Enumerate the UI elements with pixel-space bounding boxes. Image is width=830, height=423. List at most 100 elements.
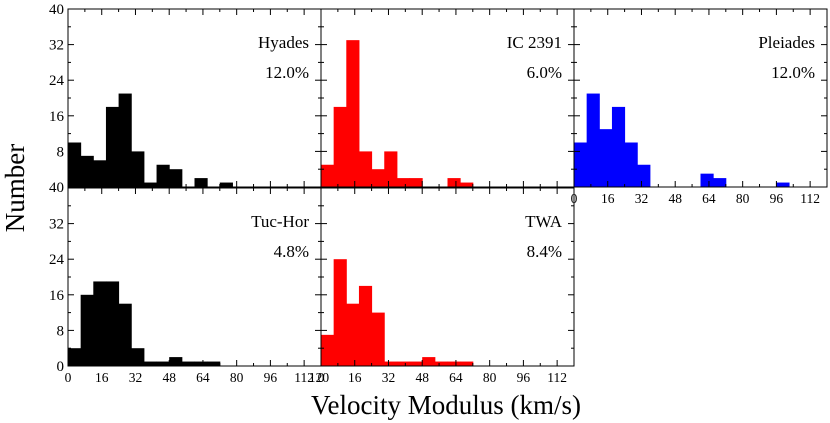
bar [321,164,335,187]
bar [447,178,461,187]
x-tick-label: 0 [318,370,325,385]
bar [713,178,727,187]
y-tick-label: 32 [49,38,64,54]
x-tick-label: 0 [65,370,72,385]
y-axis-title: Number [0,144,30,232]
bar [194,361,208,366]
y-tick-label: 16 [49,288,65,304]
bar [118,303,132,366]
bar [80,294,94,366]
bar [599,129,613,187]
x-tick-label-end: 120 [309,370,330,385]
bar [460,361,474,366]
bar [68,142,82,187]
panel-percent-label: 8.4% [527,242,562,261]
x-tick-label: 80 [483,370,497,385]
bar [156,164,170,187]
bar [574,142,588,187]
bar [131,151,145,187]
bar [80,155,94,187]
bar [624,142,638,187]
bar [333,259,347,366]
bar [409,361,423,366]
bar [207,361,221,366]
panel-name-label: Pleiades [758,33,815,52]
bar [396,361,411,366]
panel-percent-label: 12.0% [771,63,815,82]
panel-percent-label: 6.0% [527,63,562,82]
bar [776,182,790,187]
bar [637,164,651,187]
bar [169,357,183,366]
bar [346,303,360,366]
y-tick-label: 40 [49,180,64,196]
bar [396,178,411,187]
x-axis-title: Velocity Modulus (km/s) [311,390,581,420]
x-tick-label: 80 [230,370,244,385]
panel-percent-label: 4.8% [274,242,309,261]
x-tick-label: 96 [264,370,278,385]
bar [321,334,335,366]
bar [194,178,208,187]
x-tick-label: 112 [800,191,820,206]
bar [384,151,398,187]
y-tick-label: 40 [49,2,64,18]
x-tick-label: 64 [449,370,463,385]
y-tick-label: 16 [49,109,65,125]
panel-name-label: IC 2391 [507,33,562,52]
y-tick-label: 0 [57,359,65,375]
x-tick-label: 96 [517,370,531,385]
panel-ic-2391: IC 2391 6.0% [320,8,575,188]
bar [384,361,398,366]
x-tick-label: 48 [162,370,176,385]
bar [460,182,474,187]
x-tick-label: 96 [770,191,784,206]
y-tick-label: 8 [57,144,65,160]
bar [131,348,145,366]
panel-twa: TWA 8.4% 0 16 32 48 64 80 96 112 [318,187,575,385]
x-tick-label: 16 [601,191,615,206]
x-tick-label: 64 [702,191,716,206]
panel-name-label: TWA [525,212,563,231]
bar [105,281,120,366]
y-tick-label: 8 [57,323,65,339]
bar [447,361,461,366]
bar [434,361,448,366]
bar [93,160,107,187]
panels-layer: Hyades 12.0% 40 8 16 24 32 40 IC 2391 6.0% Pleiade… [49,2,828,385]
panel-name-label: Hyades [258,33,309,52]
bar [586,93,600,187]
panel-percent-label: 12.0% [265,63,309,82]
bar [219,182,233,187]
bar [93,281,107,366]
bar [68,348,82,366]
bar [700,173,714,187]
y-tick-label: 32 [49,217,64,233]
x-tick-label: 112 [547,370,567,385]
bar [169,169,183,187]
x-tick-label: 32 [382,370,396,385]
x-tick-label: 32 [129,370,143,385]
bar [105,106,120,187]
x-tick-label: 80 [736,191,750,206]
x-tick-label: 48 [415,370,429,385]
x-tick-label: 112 [294,370,314,385]
bar [611,106,626,187]
bar [371,312,385,366]
x-tick-label: 48 [668,191,682,206]
bar [143,361,158,366]
bar [143,182,158,187]
bar [333,106,347,187]
bar [422,357,436,366]
x-tick-label: 16 [95,370,109,385]
x-tick-label: 64 [196,370,210,385]
y-tick-label: 24 [49,252,65,268]
x-tick-label: 32 [635,191,649,206]
y-tick-label: 24 [49,73,65,89]
bar [358,151,373,187]
bar [409,178,423,187]
panel-hyades: Hyades 12.0% 40 8 16 24 32 40 [49,2,322,196]
x-tick-label: 16 [348,370,362,385]
bar [181,361,195,366]
